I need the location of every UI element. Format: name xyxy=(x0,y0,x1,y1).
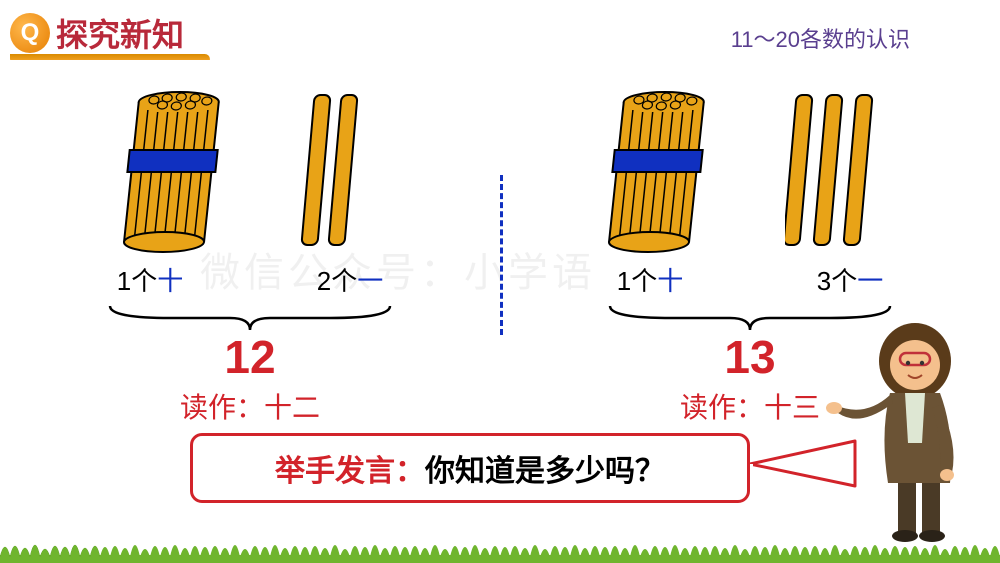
bundle-char: 十 xyxy=(157,266,183,296)
bundle-label: 1个十 xyxy=(85,261,215,298)
loose-sticks-icon xyxy=(300,90,380,255)
reading-right: 读作：十三 xyxy=(680,386,820,426)
big-number-left: 12 xyxy=(224,330,275,384)
speech-tail-icon xyxy=(745,436,865,491)
reading-value: 十三 xyxy=(764,392,820,423)
bundle-label: 1个十 xyxy=(585,261,715,298)
loose-prefix: 3个 xyxy=(817,266,857,296)
loose-label: 2个一 xyxy=(285,261,415,298)
bundle-char: 十 xyxy=(657,266,683,296)
sticks-labels-left: 1个十 2个一 xyxy=(85,261,415,298)
reading-label: 读作： xyxy=(180,392,264,423)
header-subtitle: 11～20各数的认识 xyxy=(731,22,910,54)
header-badge: Q 探究新知 xyxy=(10,10,184,56)
header-title: 探究新知 xyxy=(56,10,184,56)
reading-value: 十二 xyxy=(264,392,320,423)
speech-prompt: 举手发言： xyxy=(275,446,425,490)
bundle-prefix: 1个 xyxy=(117,266,157,296)
reading-left: 读作：十二 xyxy=(180,386,320,426)
sticks-row-left xyxy=(120,85,380,255)
loose-label: 3个一 xyxy=(785,261,915,298)
reading-label: 读作： xyxy=(680,392,764,423)
loose-prefix: 2个 xyxy=(317,266,357,296)
column-left: 1个十 2个一 12 读作：十二 xyxy=(0,85,500,430)
header-underline xyxy=(10,54,210,60)
bundle-icon xyxy=(120,90,230,255)
bundle-prefix: 1个 xyxy=(617,266,657,296)
sticks-row-right xyxy=(605,85,895,255)
speech-box: 举手发言： 你知道是多少吗？ xyxy=(190,433,750,503)
bundle-icon xyxy=(605,90,715,255)
sticks-labels-right: 1个十 3个一 xyxy=(585,261,915,298)
speech-question: 你知道是多少吗？ xyxy=(425,446,665,490)
q-icon: Q xyxy=(10,13,50,53)
teacher-icon xyxy=(820,313,970,543)
loose-char: 一 xyxy=(357,266,383,296)
big-number-right: 13 xyxy=(724,330,775,384)
loose-sticks-icon xyxy=(785,90,895,255)
loose-char: 一 xyxy=(857,266,883,296)
